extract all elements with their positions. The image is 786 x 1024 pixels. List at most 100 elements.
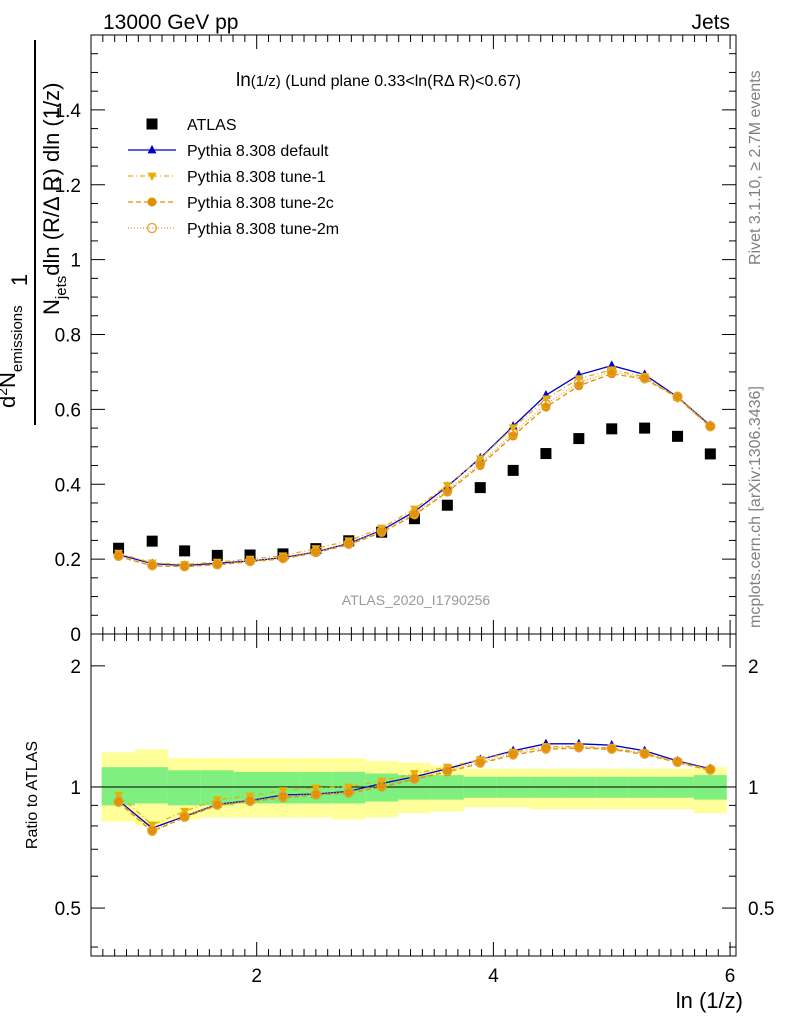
ratio-series-pythia-8-308-tune-2c <box>114 743 715 836</box>
ratio-point <box>114 797 124 807</box>
x-tick-label: 6 <box>725 966 736 987</box>
ratio-y-tick-label: 0.5 <box>55 899 81 920</box>
x-tick-label: 4 <box>488 966 499 987</box>
ratio-point <box>147 825 158 836</box>
svg-text:1: 1 <box>7 274 32 286</box>
mcplots-label: mcplots.cern.ch [arXiv:1306.3436] <box>747 386 764 628</box>
data-point <box>606 423 618 435</box>
data-point <box>441 499 453 511</box>
data-point <box>114 552 124 562</box>
ratio-y-tick-label-right: 0.5 <box>748 899 774 920</box>
data-point <box>376 525 387 537</box>
data-point <box>409 508 420 519</box>
ratio-point <box>409 774 419 784</box>
y-tick-label: 1.4 <box>55 101 82 122</box>
top-series-layer <box>113 360 716 572</box>
ratio-point <box>409 773 420 784</box>
ratio-point <box>705 765 715 775</box>
legend-marker <box>147 197 157 207</box>
axis-ticks: 0 0.2 0.4 0.6 0.8 1 1.2 1.4 2 4 6 0.5 0.5 1 1 2 2 <box>55 34 774 987</box>
main-title: ln(1/z) (Lund plane 0.33<ln(RΔ R)<0.67) <box>236 70 521 91</box>
stat-uncertainty-band <box>135 767 168 804</box>
ratio-point <box>244 795 256 806</box>
data-point <box>639 422 651 434</box>
ratio-point <box>673 758 683 768</box>
ratio-y-tick-label-right: 1 <box>748 778 759 799</box>
y-tick-label: 0 <box>70 625 81 646</box>
series-pythia-8-308-tune-2m <box>113 366 716 572</box>
data-point <box>113 542 125 554</box>
ratio-point <box>475 756 486 767</box>
ratio-point <box>212 799 223 810</box>
stat-uncertainty-band <box>167 770 201 806</box>
ratio-point <box>212 800 222 810</box>
legend-label: Pythia 8.308 tune-1 <box>187 169 326 186</box>
data-point <box>475 458 486 469</box>
y-axis-label-num: d2Nemissions <box>0 305 26 408</box>
ratio-series-layer <box>113 738 716 836</box>
data-point <box>507 428 519 439</box>
y-axis-label-top: 1 Njetsdln (R/Δ R) dln (1/z) d2Nemission… <box>0 40 70 425</box>
y-tick-label: 1 <box>70 251 81 272</box>
ratio-point <box>245 792 255 802</box>
ratio-y-tick-label: 2 <box>70 657 81 678</box>
series-pythia-8-308-tune-2c <box>114 369 715 572</box>
data-point <box>278 554 288 564</box>
ratio-y-tick-label: 1 <box>70 778 81 799</box>
data-point <box>277 552 289 564</box>
data-point <box>673 392 683 402</box>
data-point <box>474 482 486 494</box>
legend-marker <box>147 144 157 154</box>
data-point <box>475 455 485 464</box>
ratio-point <box>376 780 387 791</box>
data-point <box>442 485 453 496</box>
data-point <box>704 448 716 460</box>
data-point <box>672 430 684 442</box>
data-point <box>245 557 255 567</box>
data-point <box>573 377 584 388</box>
header-left: 13000 GeV pp <box>103 11 238 34</box>
data-point <box>212 560 222 570</box>
series-line <box>118 369 711 566</box>
data-point <box>540 448 552 460</box>
data-point <box>507 464 519 476</box>
x-axis-label: ln (1/z) <box>676 988 743 1013</box>
ratio-point <box>672 756 683 767</box>
rivet-label: Rivet 3.1.10, ≥ 2.7M events <box>747 70 764 265</box>
ratio-point <box>180 812 190 822</box>
header-right: Jets <box>691 11 730 34</box>
ratio-point <box>639 748 650 759</box>
data-point <box>541 402 551 412</box>
y-tick-label: 0.8 <box>55 326 81 347</box>
y-tick-label: 0.4 <box>55 475 82 496</box>
y-axis-label-den: Njetsdln (R/Δ R) dln (1/z) <box>39 83 70 315</box>
data-point <box>180 562 190 572</box>
data-point <box>573 433 585 445</box>
data-point <box>179 561 190 572</box>
legend-entry: ATLAS <box>146 117 237 134</box>
y-tick-label: 0.6 <box>55 400 81 421</box>
ratio-line <box>118 746 711 832</box>
data-point <box>574 375 584 384</box>
ratio-point <box>179 811 190 822</box>
data-point <box>310 546 322 557</box>
ratio-point <box>607 744 617 754</box>
data-point <box>244 549 256 561</box>
data-point <box>147 561 157 571</box>
legend-entry: Pythia 8.308 tune-1 <box>128 169 326 186</box>
data-point <box>508 431 518 441</box>
data-point <box>147 559 158 571</box>
legend-entry: Pythia 8.308 tune-2c <box>128 195 334 212</box>
ratio-point <box>277 791 289 802</box>
legend-label: ATLAS <box>187 117 237 134</box>
legend-label: Pythia 8.308 tune-2m <box>187 221 339 238</box>
ratio-y-tick-label-right: 2 <box>748 657 759 678</box>
x-tick-label: 2 <box>251 966 262 987</box>
data-point <box>409 505 419 515</box>
ratio-series-pythia-8-308-tune-2m <box>113 741 716 836</box>
ratio-y-axis-label: Ratio to ATLAS <box>24 741 41 849</box>
ratio-point <box>310 788 322 799</box>
series-atlas <box>113 422 716 561</box>
legend-entry: Pythia 8.308 tune-2m <box>128 221 339 238</box>
